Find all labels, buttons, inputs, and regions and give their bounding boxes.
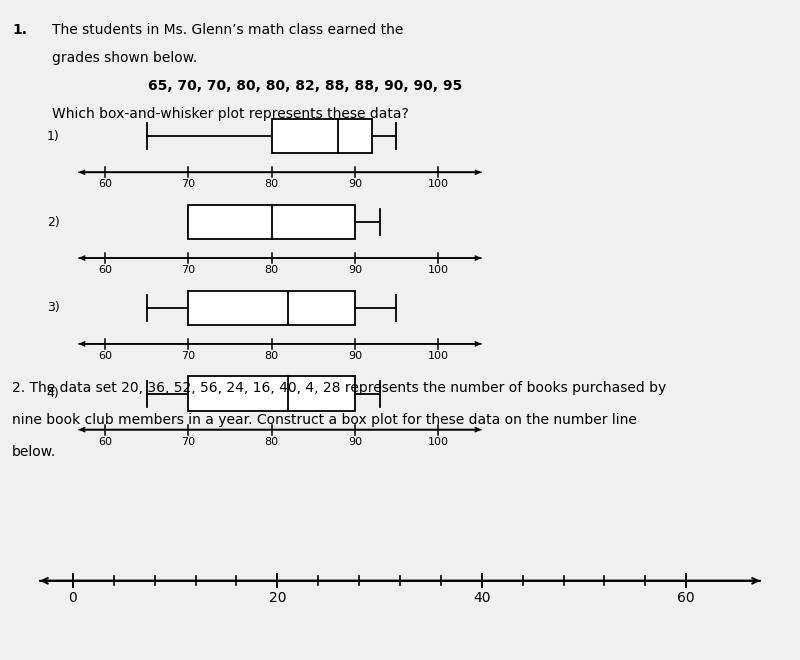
Text: nine book club members in a year. Construct a box plot for these data on the num: nine book club members in a year. Constr… (12, 413, 637, 427)
Text: 90: 90 (348, 179, 362, 189)
Text: 4): 4) (46, 387, 59, 400)
Text: 60: 60 (678, 591, 695, 605)
Text: 1.: 1. (12, 22, 27, 36)
Text: 100: 100 (427, 179, 449, 189)
Text: 70: 70 (182, 350, 195, 361)
Text: 20: 20 (269, 591, 286, 605)
Text: The students in Ms. Glenn’s math class earned the: The students in Ms. Glenn’s math class e… (52, 22, 403, 36)
Text: 90: 90 (348, 350, 362, 361)
Bar (189, 290, 355, 325)
Text: 70: 70 (182, 179, 195, 189)
Text: grades shown below.: grades shown below. (52, 51, 198, 65)
Text: 60: 60 (98, 436, 112, 447)
Text: 100: 100 (427, 436, 449, 447)
Bar (189, 376, 355, 411)
Text: below.: below. (12, 445, 56, 459)
Text: 80: 80 (265, 436, 278, 447)
Text: Which box-and-whisker plot represents these data?: Which box-and-whisker plot represents th… (52, 107, 409, 121)
Text: 80: 80 (265, 265, 278, 275)
Text: 65, 70, 70, 80, 80, 82, 88, 88, 90, 90, 95: 65, 70, 70, 80, 80, 82, 88, 88, 90, 90, … (148, 79, 462, 93)
Text: 90: 90 (348, 265, 362, 275)
Text: 70: 70 (182, 436, 195, 447)
Text: 0: 0 (69, 591, 78, 605)
Text: 2): 2) (46, 216, 59, 228)
Text: 80: 80 (265, 350, 278, 361)
Text: 80: 80 (265, 179, 278, 189)
Text: 1): 1) (46, 130, 59, 143)
Text: 60: 60 (98, 350, 112, 361)
Text: 3): 3) (46, 302, 59, 314)
Text: 60: 60 (98, 179, 112, 189)
Text: 90: 90 (348, 436, 362, 447)
Text: 100: 100 (427, 350, 449, 361)
Text: 60: 60 (98, 265, 112, 275)
Text: 70: 70 (182, 265, 195, 275)
Bar (272, 119, 371, 153)
Text: 2. The data set 20, 36, 52, 56, 24, 16, 40, 4, 28 represents the number of books: 2. The data set 20, 36, 52, 56, 24, 16, … (12, 381, 666, 395)
Text: 100: 100 (427, 265, 449, 275)
Text: 40: 40 (473, 591, 490, 605)
Bar (189, 205, 355, 239)
